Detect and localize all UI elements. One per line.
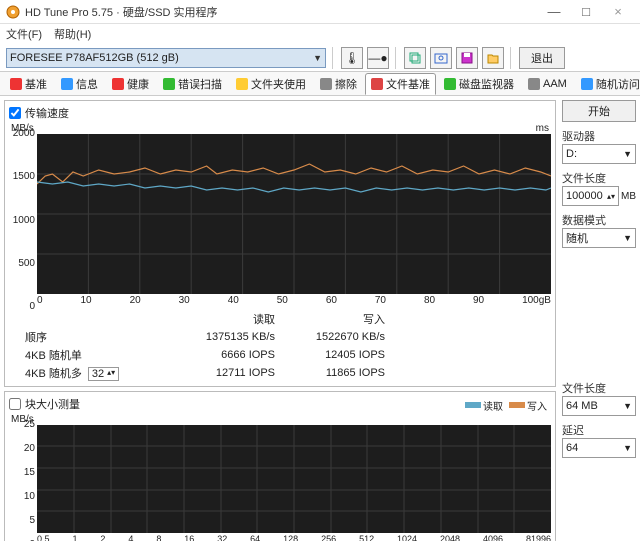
separator <box>332 47 335 69</box>
blocksize-chart <box>37 425 551 533</box>
transfer-chart <box>37 134 551 294</box>
tab-folder-usage[interactable]: 文件夹使用 <box>230 73 312 95</box>
start-button[interactable]: 开始 <box>562 100 636 122</box>
drive-letter-select[interactable]: D:▼ <box>562 144 636 164</box>
tab-aam[interactable]: AAM <box>522 75 573 93</box>
separator <box>395 47 398 69</box>
tab-bar: 基准 信息 健康 错误扫描 文件夹使用 擦除 文件基准 磁盘监视器 AAM 随机… <box>0 72 640 96</box>
chart2-y-axis: 2520151050 <box>9 419 35 541</box>
copy-icon[interactable] <box>404 47 426 69</box>
screenshot-icon[interactable] <box>430 47 452 69</box>
filelen1-label: 文件长度 <box>562 170 636 186</box>
queue-depth-select[interactable]: 32 ▴▾ <box>88 367 119 381</box>
drive-select-label: FORESEE P78AF512GB (512 gB) <box>10 52 179 64</box>
result-sequential: 顺序1375135 KB/s1522670 KB/s <box>9 328 551 346</box>
mode-select[interactable]: 随机▼ <box>562 228 636 248</box>
menubar: 文件(F) 帮助(H) <box>0 24 640 44</box>
open-icon[interactable] <box>482 47 504 69</box>
chart1-y-axis: 2000150010005000 <box>9 128 35 312</box>
titlebar: HD Tune Pro 5.75 · 硬盘/SSD 实用程序 — □ × <box>0 0 640 24</box>
chart1-x-axis: 0102030405060708090100gB <box>37 295 551 306</box>
filelen1-unit: MB <box>621 191 636 202</box>
filelen1-input[interactable]: 100000▴▾ <box>562 186 619 206</box>
minimize-button[interactable]: — <box>538 2 570 22</box>
separator <box>510 47 513 69</box>
tab-disk-monitor[interactable]: 磁盘监视器 <box>438 73 520 95</box>
chevron-down-icon: ▼ <box>313 53 322 63</box>
exit-button[interactable]: 退出 <box>519 47 565 69</box>
tab-info[interactable]: 信息 <box>55 73 104 95</box>
maximize-button[interactable]: □ <box>570 2 602 22</box>
menu-help[interactable]: 帮助(H) <box>54 26 91 42</box>
chart2-x-axis: 0.5124816326412825651210242048409681996 <box>37 534 551 541</box>
results-header: 读取写入 <box>9 310 551 328</box>
tab-health[interactable]: 健康 <box>106 73 155 95</box>
tab-random-access[interactable]: 随机访问 <box>575 73 640 95</box>
result-4k-multi: 4KB 随机多32 ▴▾12711 IOPS11865 IOPS <box>9 364 551 382</box>
window-title: HD Tune Pro 5.75 · 硬盘/SSD 实用程序 <box>25 4 538 20</box>
blocksize-panel: 块大小测量 读取 写入 MB/s 2520151050 <box>4 391 556 541</box>
chart2-legend: 读取 写入 <box>461 398 551 413</box>
transfer-checkbox[interactable]: 传输速度 <box>9 105 551 121</box>
result-4k-single: 4KB 随机单6666 IOPS12405 IOPS <box>9 346 551 364</box>
drive-select[interactable]: FORESEE P78AF512GB (512 gB) ▼ <box>6 48 326 68</box>
filelen2-label: 文件长度 <box>562 380 636 396</box>
thermometer-icon[interactable]: 🌡 <box>341 47 363 69</box>
blocksize-checkbox[interactable]: 块大小测量 <box>9 396 80 412</box>
mode-label: 数据模式 <box>562 212 636 228</box>
unit-ms: ms <box>536 123 549 134</box>
tab-benchmark[interactable]: 基准 <box>4 73 53 95</box>
latency-label: 延迟 <box>562 422 636 438</box>
latency-select[interactable]: 64▼ <box>562 438 636 458</box>
toolbar: FORESEE P78AF512GB (512 gB) ▼ 🌡 —● 退出 <box>0 44 640 72</box>
save-icon[interactable] <box>456 47 478 69</box>
close-button[interactable]: × <box>602 2 634 22</box>
tab-file-benchmark[interactable]: 文件基准 <box>365 73 436 95</box>
transfer-panel: 传输速度 MB/sms 2000150010005000 <box>4 100 556 387</box>
drive-label: 驱动器 <box>562 128 636 144</box>
tab-error-scan[interactable]: 错误扫描 <box>157 73 228 95</box>
app-icon <box>6 5 20 19</box>
side-panel: 开始 驱动器 D:▼ 文件长度 100000▴▾ MB 数据模式 随机▼ 文件长… <box>556 100 636 541</box>
menu-file[interactable]: 文件(F) <box>6 26 42 42</box>
tab-erase[interactable]: 擦除 <box>314 73 363 95</box>
refresh-icon[interactable]: —● <box>367 47 389 69</box>
filelen2-select[interactable]: 64 MB▼ <box>562 396 636 416</box>
